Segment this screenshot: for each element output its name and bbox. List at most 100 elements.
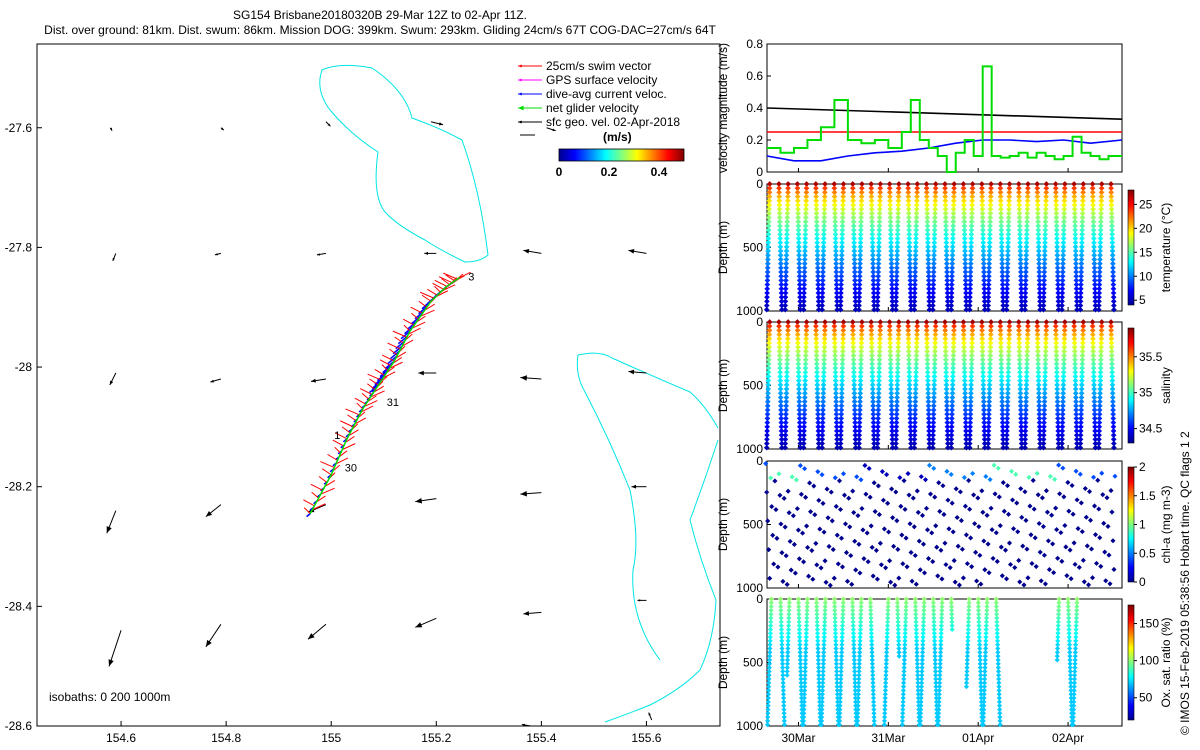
profile-dot	[820, 269, 826, 275]
profile-dot	[1073, 264, 1079, 271]
profile-dot	[819, 419, 826, 426]
profile-dot	[819, 294, 826, 300]
profile-dot	[906, 218, 912, 225]
profile-dot	[850, 365, 857, 371]
profile-dot	[813, 356, 820, 363]
profile-dot	[870, 415, 877, 422]
swim-vector	[364, 400, 378, 407]
profile-dot	[857, 369, 864, 376]
profile-dot	[802, 223, 809, 229]
profile-dot	[876, 352, 883, 359]
profile-dot	[1042, 227, 1049, 233]
profile-dot	[1041, 277, 1047, 284]
profile-dot	[1060, 252, 1067, 259]
profile-dot	[1061, 218, 1067, 225]
profile-dot	[782, 436, 789, 443]
profile-dot	[777, 382, 784, 388]
profile-dot	[776, 335, 783, 342]
profile-dot	[1062, 181, 1068, 187]
profile-dot	[877, 323, 884, 330]
profile-dot	[870, 419, 877, 426]
profile-dot	[1111, 306, 1117, 313]
profile-dot	[1080, 197, 1086, 204]
profile-dot	[803, 348, 809, 355]
profile-dot	[839, 348, 846, 355]
profile-dot	[813, 344, 820, 350]
profile-dot	[766, 189, 773, 196]
profile-dot	[839, 223, 846, 229]
profile-dot	[838, 260, 845, 267]
profile-dot	[888, 244, 894, 250]
profile-dot	[1071, 193, 1078, 200]
profile-dot	[1060, 239, 1067, 246]
profile-dot	[969, 193, 976, 200]
profile-dot	[869, 356, 875, 363]
profile-dot	[1110, 264, 1116, 271]
profile-dot	[856, 290, 863, 296]
swim-vector	[369, 378, 379, 386]
profile-dot	[979, 218, 986, 225]
profile-dot	[857, 382, 864, 388]
profile-dot	[1043, 193, 1049, 200]
profile-dot	[869, 377, 876, 384]
profile-dot	[800, 302, 807, 309]
profile-dot	[997, 189, 1004, 196]
profile-dot	[784, 352, 791, 359]
profile-dot	[832, 365, 839, 371]
profile-dot	[986, 252, 993, 259]
profile-dot	[833, 277, 840, 284]
oxygen-panel-colorbar-tick-label: 50	[1139, 691, 1153, 705]
profile-dot	[1036, 252, 1042, 259]
velocity-panel-ytick-label: 0.8	[746, 37, 763, 51]
profile-dot	[839, 239, 845, 246]
profile-dot	[1092, 290, 1098, 296]
profile-dot	[856, 436, 862, 443]
profile-dot	[925, 244, 931, 250]
profile-dot	[887, 197, 893, 204]
profile-dot	[765, 218, 772, 225]
profile-dot	[1017, 269, 1024, 275]
profile-dot	[949, 252, 956, 259]
profile-dot	[821, 356, 827, 363]
profile-dot	[856, 277, 863, 284]
profile-dot	[877, 335, 883, 342]
profile-dot	[857, 394, 863, 401]
profile-dot	[1055, 277, 1061, 284]
profile-dot	[766, 331, 773, 338]
swim-vector	[411, 312, 419, 320]
profile-dot	[821, 210, 828, 217]
profile-dot	[1078, 260, 1085, 267]
profile-dot	[1017, 260, 1024, 267]
profile-dot	[894, 235, 901, 242]
profile-dot	[912, 256, 919, 263]
profile-dot	[1024, 189, 1031, 196]
profile-dot	[1098, 202, 1105, 208]
profile-dot	[1059, 306, 1065, 313]
profile-dot	[858, 227, 864, 233]
profile-dot	[1018, 281, 1024, 288]
profile-dot	[926, 298, 933, 305]
profile-dot	[833, 402, 840, 409]
swim-vector	[370, 390, 385, 398]
profile-dot	[766, 323, 773, 330]
profile-dot	[801, 290, 807, 296]
profile-dot	[980, 260, 987, 267]
profile-dot	[834, 298, 840, 305]
velocity-series	[766, 107, 1123, 120]
profile-dot	[795, 348, 801, 355]
profile-dot	[913, 227, 920, 233]
glider-track	[309, 276, 461, 514]
profile-dot	[895, 197, 902, 204]
profile-dot	[1023, 260, 1029, 267]
profile-dot	[839, 365, 846, 371]
profile-dot	[1061, 193, 1068, 200]
map-panel: 154.6 154.8 155 155.2 155.4 155.6-27.6-27.8-2…	[5, 43, 721, 745]
profile-dot	[1034, 181, 1041, 187]
profile-dot	[776, 197, 783, 204]
profile-dot	[1080, 189, 1086, 196]
profile-dot	[796, 411, 803, 418]
profile-dot	[840, 344, 846, 350]
profile-dot	[877, 181, 884, 187]
profile-dot	[852, 436, 859, 443]
profile-dot	[1016, 214, 1023, 221]
